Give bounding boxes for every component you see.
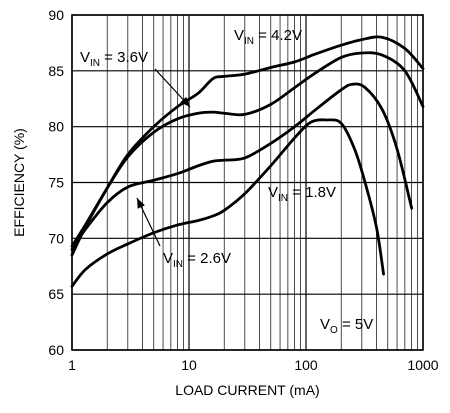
- y-tick-label: 70: [48, 230, 64, 246]
- y-tick-label: 65: [48, 286, 64, 302]
- plot-frame: [71, 14, 424, 351]
- x-tick-label: 10: [181, 357, 197, 373]
- series-line-3: [70, 118, 385, 288]
- series-label-vin-3-6: VIN = 3.6V: [80, 49, 148, 69]
- series-label-vin-4-2: VIN = 4.2V: [234, 27, 302, 47]
- x-tick-label: 1: [68, 357, 76, 373]
- series-label-vin-2-6: VIN = 2.6V: [163, 250, 231, 270]
- x-axis-title: LOAD CURRENT (mA): [175, 382, 319, 398]
- y-tick-label: 80: [48, 119, 64, 135]
- series-line-2: [70, 82, 414, 251]
- series-line-1: [70, 51, 425, 248]
- annotation-vo-5v: VO = 5V: [320, 316, 373, 336]
- y-tick-label: 60: [48, 342, 64, 358]
- series-label-vin-1-8: VIN = 1.8V: [268, 184, 336, 204]
- series-line-0: [70, 35, 425, 257]
- arrow-vin-3-6-head: [180, 96, 190, 107]
- x-tick-label: 100: [294, 357, 318, 373]
- y-axis-title: EFFICIENCY (%): [11, 128, 27, 237]
- arrow-vin-2-6-head: [137, 198, 145, 209]
- tick-labels: 1 10 100 1000 60 65 70 75 80 85 90: [48, 7, 438, 373]
- y-tick-label: 85: [48, 63, 64, 79]
- annotation-arrows: [136, 68, 191, 247]
- series-lines: [70, 35, 425, 288]
- x-tick-label: 1000: [407, 357, 438, 373]
- y-tick-label: 75: [48, 175, 64, 191]
- y-tick-label: 90: [48, 7, 64, 23]
